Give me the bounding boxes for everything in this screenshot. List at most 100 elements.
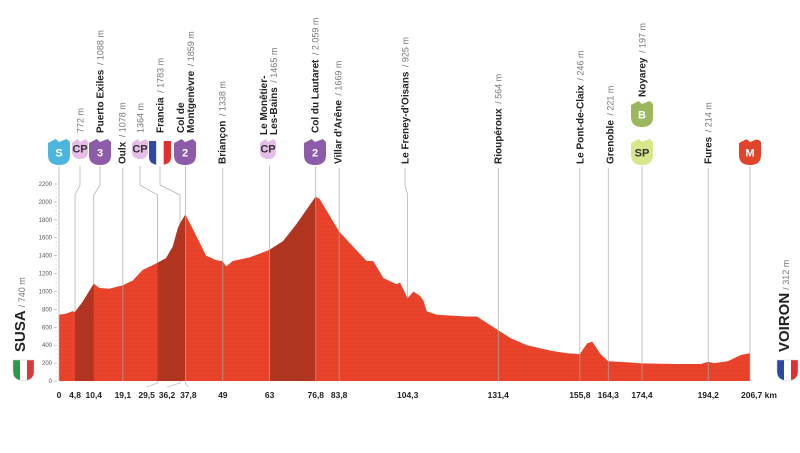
badge-cp: CP xyxy=(72,139,88,159)
waypoint: Rioupéroux / 564 m xyxy=(494,74,505,381)
waypoint-label: Francia / 1783 m xyxy=(156,58,167,133)
x-tick-label: 49 xyxy=(218,390,228,400)
x-tick-label: 155,8 xyxy=(569,390,591,400)
x-tick-label: 194,2 xyxy=(698,390,720,400)
y-tick-label: 0 xyxy=(49,379,53,385)
start-label: SUSA / 740 m xyxy=(12,277,29,352)
waypoint-elevation: 1364 m xyxy=(136,103,146,133)
y-tick-label: 400 xyxy=(42,343,53,349)
waypoint-label: Noyarey / 197 m xyxy=(638,23,649,97)
waypoint: Le Monêtier-Les-Bains / 1465 m xyxy=(259,48,280,381)
badge-label: 3 xyxy=(97,148,103,160)
x-tick-label: 104,3 xyxy=(397,390,419,400)
s-badge-shape xyxy=(48,139,70,165)
2-badge-shape xyxy=(304,139,326,165)
waypoint-label: Puerto Exiles / 1088 m xyxy=(96,30,107,133)
waypoint-label: Briançon / 1338 m xyxy=(218,81,229,164)
x-tick-leader xyxy=(185,381,189,388)
waypoint: Le Freney-d'Oisans / 925 m xyxy=(401,37,412,299)
waypoint-label: Rioupéroux / 564 m xyxy=(494,74,505,164)
waypoint-elevation: / 2.059 m xyxy=(311,18,321,58)
cp-badge-shape xyxy=(72,139,88,159)
x-tick-label: 19,1 xyxy=(115,390,132,400)
y-tick-label: 200 xyxy=(42,361,53,367)
x-tick-label: 4,8 xyxy=(69,390,81,400)
y-tick-label: 2000 xyxy=(39,200,53,206)
badge-2: 2 xyxy=(174,139,196,165)
waypoint: Briançon / 1338 m xyxy=(218,81,229,381)
flag-stripe-white xyxy=(156,141,164,165)
badge-cp: CP xyxy=(132,139,148,159)
y-tick-label: 2200 xyxy=(39,182,53,188)
waypoint: Noyarey / 197 m xyxy=(638,23,649,381)
waypoint-name: Montgenèvre xyxy=(186,70,197,133)
waypoint-elevation: / 197 m xyxy=(638,23,648,56)
waypoint-line xyxy=(159,166,181,224)
waypoint: Puerto Exiles / 1088 m xyxy=(93,30,107,284)
waypoint-elevation: 772 m xyxy=(76,108,86,133)
y-tick-label: 1600 xyxy=(39,236,53,242)
waypoint-line xyxy=(139,166,158,263)
badge-label: CP xyxy=(260,144,275,156)
badge-label: SP xyxy=(635,148,650,160)
badge-label: 2 xyxy=(182,148,188,160)
waypoint-label: 772 m xyxy=(76,108,86,133)
waypoint: Oulx / 1078 m xyxy=(118,102,129,381)
checker xyxy=(743,138,746,140)
m-badge-shape xyxy=(739,139,761,165)
checker xyxy=(740,138,742,140)
waypoint-line xyxy=(93,166,101,284)
waypoint-label: Oulx / 1078 m xyxy=(118,102,129,164)
badge-label: CP xyxy=(72,144,87,156)
waypoint-label: Le Freney-d'Oisans / 925 m xyxy=(401,37,412,164)
waypoint-elevation: / 214 m xyxy=(704,102,714,135)
finish-label-elevation: / 312 m xyxy=(781,260,791,290)
cp-badge-shape xyxy=(132,139,148,159)
x-tick-leader xyxy=(166,381,181,388)
waypoint-elevation: / 1465 m xyxy=(269,48,279,86)
badge-b: B xyxy=(631,101,653,127)
b-badge-shape xyxy=(631,101,653,127)
y-tick-label: 800 xyxy=(42,307,53,313)
waypoint-elevation: / 246 m xyxy=(576,51,586,84)
flag-stripe xyxy=(784,360,791,381)
y-tick-label: 1000 xyxy=(39,289,53,295)
france-flag-icon xyxy=(776,359,799,382)
waypoint: Col du Lautaret / 2.059 m xyxy=(311,18,322,381)
flag-stripe xyxy=(13,360,20,381)
waypoint-elevation: / 1783 m xyxy=(156,58,166,96)
waypoint-label: Grenoble / 221 m xyxy=(606,86,617,164)
finish-label-name: VOIRON xyxy=(776,293,793,352)
waypoint-label: Col deMontgenèvre / 1859 m xyxy=(176,31,197,133)
flag-stripe xyxy=(777,360,784,381)
waypoint-name: Col du Lautaret xyxy=(311,59,322,133)
waypoint-line xyxy=(404,168,409,299)
waypoint-name: Col de xyxy=(176,102,187,133)
2-badge-shape xyxy=(174,139,196,165)
waypoint-label: Col du Lautaret / 2.059 m xyxy=(311,18,322,133)
italy-flag-icon xyxy=(12,359,35,382)
checker xyxy=(746,138,749,140)
start-label-name: SUSA xyxy=(12,310,29,352)
x-tick-label: 164,3 xyxy=(598,390,620,400)
waypoint-name: Villar d'Arêne xyxy=(334,100,345,164)
finish-label: VOIRON / 312 m xyxy=(776,260,793,352)
climb-segment xyxy=(157,214,186,381)
x-tick-label: 63 xyxy=(265,390,275,400)
waypoint-elevation: / 1078 m xyxy=(118,102,128,140)
x-tick-label: 174,4 xyxy=(631,390,653,400)
elevation-profile-area xyxy=(59,196,750,381)
waypoint: 1364 m xyxy=(136,103,158,263)
climb-segment xyxy=(75,283,94,381)
x-tick-label: 29,5 xyxy=(138,390,155,400)
badge-sp: SP xyxy=(631,139,653,165)
flag-stripe xyxy=(27,360,34,381)
badge-fr xyxy=(149,141,171,165)
waypoint: Le Pont-de-Claix / 246 m xyxy=(576,51,587,381)
badge-s: S xyxy=(48,139,70,165)
waypoint-elevation: / 564 m xyxy=(494,74,504,107)
badge-3: 3 xyxy=(89,139,111,165)
x-tick-label: 206,7 km xyxy=(741,390,777,400)
waypoint-name: Le Pont-de-Claix xyxy=(576,85,587,164)
